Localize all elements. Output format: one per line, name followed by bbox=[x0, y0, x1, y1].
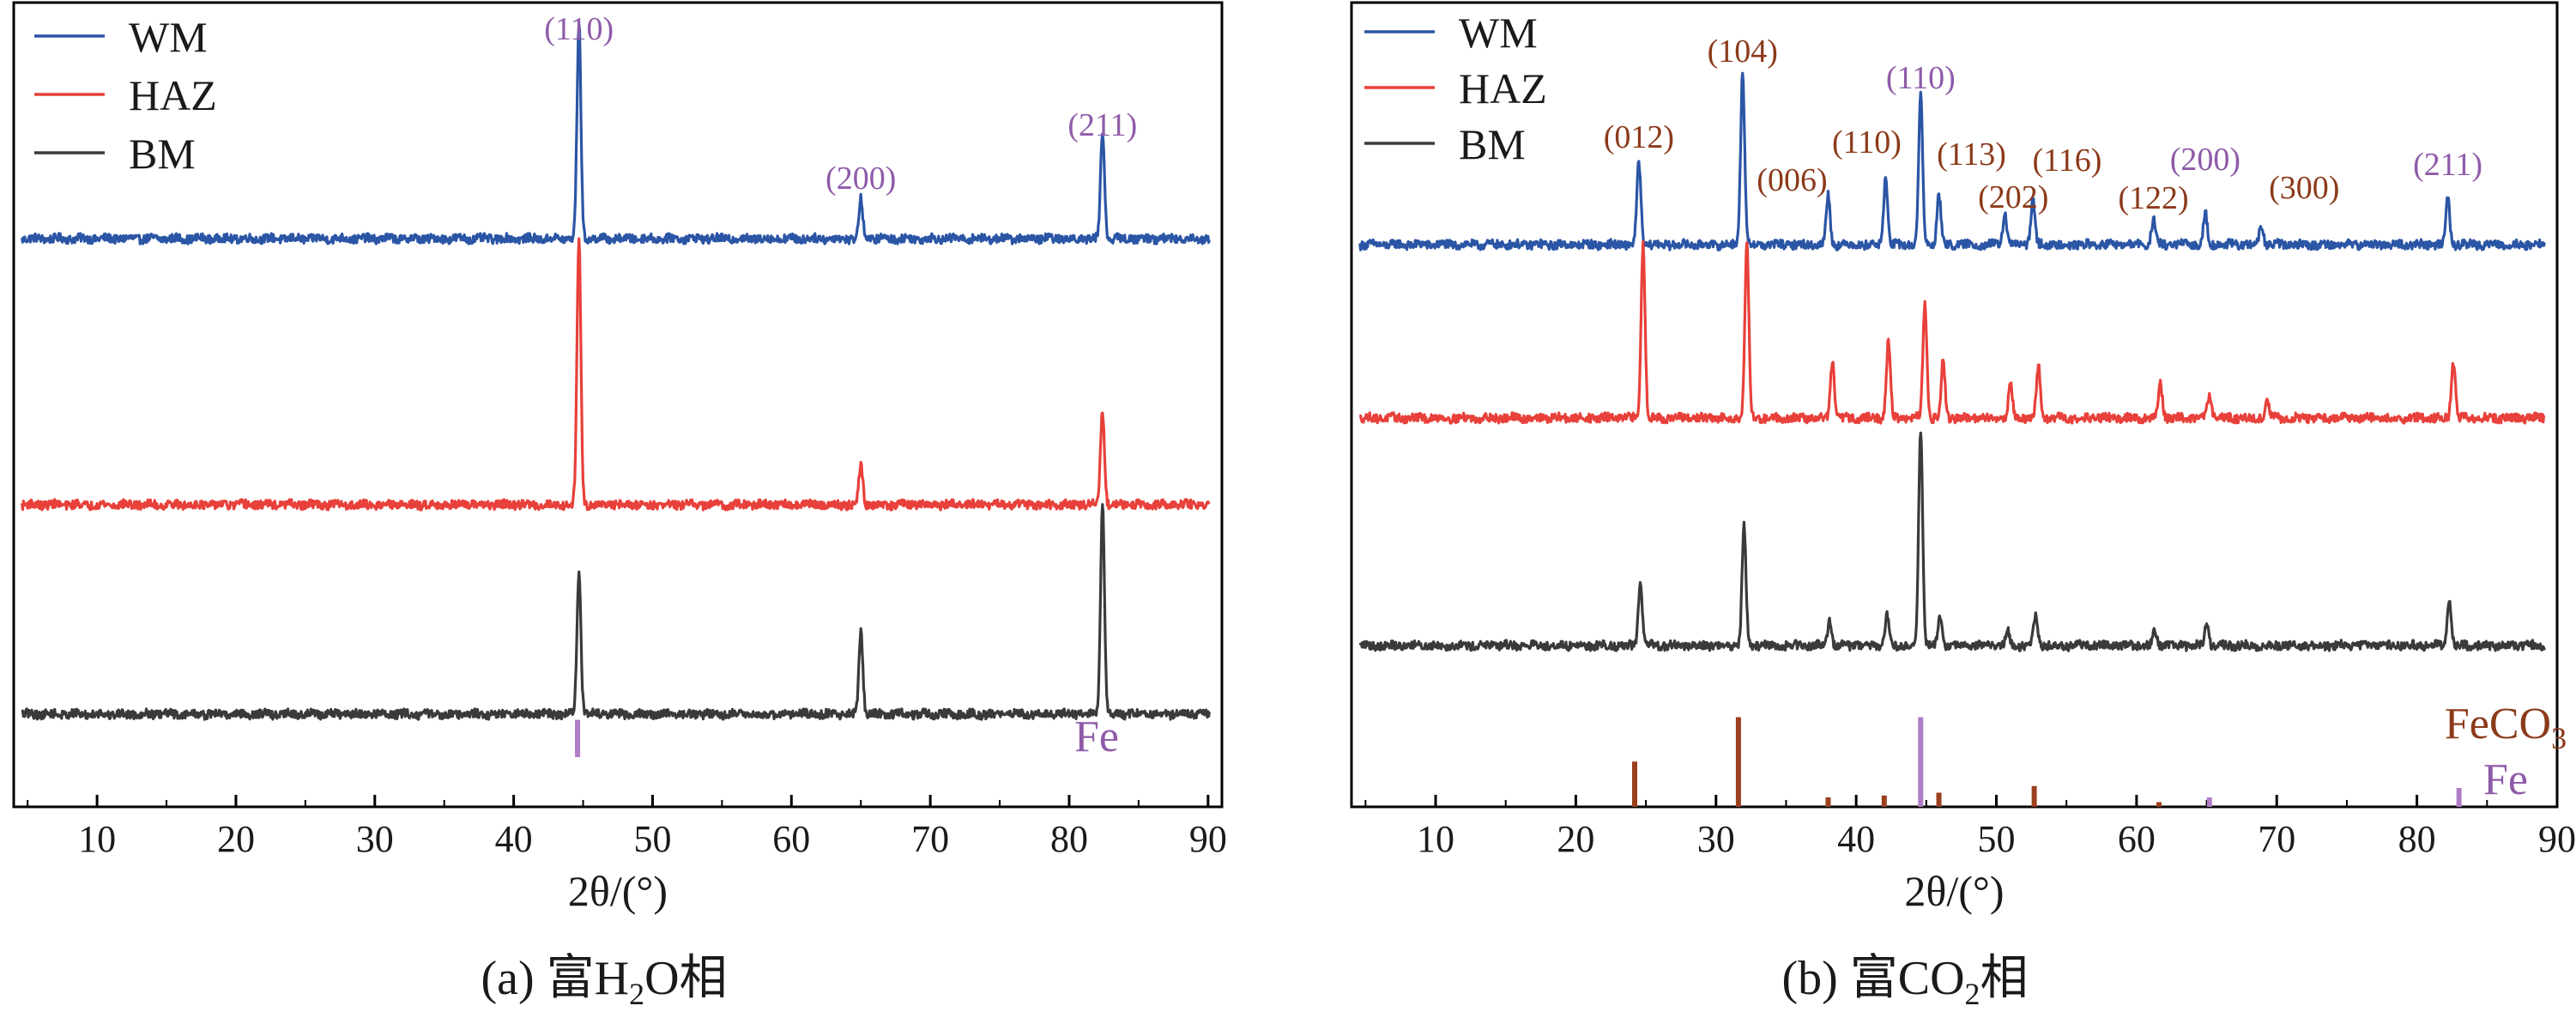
panel-a-caption: (a) 富H2O相 bbox=[304, 948, 904, 1024]
reference-label-fe: Fe bbox=[2483, 755, 2528, 804]
peak-annotation: (202) bbox=[1978, 179, 2048, 215]
plot-frame bbox=[12, 1, 1224, 809]
x-axis-label: 2θ/(°) bbox=[568, 867, 668, 915]
peak-annotation: (200) bbox=[2170, 142, 2240, 178]
peak-annotation: (211) bbox=[1067, 107, 1137, 143]
x-tick-label: 70 bbox=[2258, 818, 2295, 860]
plot-frame bbox=[1350, 1, 2559, 809]
legend-label-bm: BM bbox=[129, 130, 196, 178]
peak-annotation: (116) bbox=[2033, 142, 2102, 179]
series-line-wm bbox=[1358, 71, 2546, 251]
x-tick-label: 50 bbox=[1978, 818, 2016, 860]
x-tick-label: 20 bbox=[1557, 818, 1594, 860]
x-tick-label: 80 bbox=[2398, 818, 2436, 860]
legend-label-bm: BM bbox=[1459, 120, 1526, 168]
x-tick-label: 80 bbox=[1050, 818, 1088, 860]
caption-a-part2: O相 bbox=[644, 952, 728, 1005]
caption-b-part2: 相 bbox=[1980, 952, 2029, 1005]
x-tick-label: 90 bbox=[2538, 818, 2576, 860]
caption-a-subscript: 2 bbox=[629, 977, 645, 1011]
series-line-haz bbox=[21, 237, 1211, 512]
caption-b-subscript: 2 bbox=[1964, 977, 1980, 1011]
peak-annotation: (211) bbox=[2413, 147, 2482, 183]
peak-annotation: (122) bbox=[2118, 180, 2188, 216]
caption-a-part1: (a) 富H bbox=[481, 952, 630, 1005]
panel-b-chart: 10 20 30 40 50 60 70 80 902θ/(°)(012)(104)(006)(… bbox=[1350, 1, 2576, 915]
x-tick-label: 70 bbox=[911, 818, 949, 860]
reference-label-subscript: 3 bbox=[2551, 721, 2567, 755]
x-axis-label: 2θ/(°) bbox=[1904, 867, 2004, 915]
legend-label-haz: HAZ bbox=[129, 71, 217, 119]
peak-annotation: (200) bbox=[825, 161, 896, 197]
peak-annotation: (104) bbox=[1708, 33, 1778, 70]
panel-a-chart: 10 20 30 40 50 60 70 80 90 2θ/(°) (110) (200) (211) W… bbox=[12, 1, 1227, 915]
caption-b-part1: (b) 富CO bbox=[1781, 952, 1965, 1005]
reference-label-main: FeCO bbox=[2445, 700, 2551, 748]
legend-label-wm: WM bbox=[129, 13, 208, 61]
x-tick-label: 20 bbox=[217, 818, 255, 860]
x-tick-label: 30 bbox=[1697, 818, 1735, 860]
peak-annotation: (110) bbox=[1832, 124, 1902, 161]
x-tick-label: 10 bbox=[78, 818, 116, 860]
x-tick-label: 90 bbox=[1189, 818, 1227, 860]
x-tick-label: 60 bbox=[2118, 818, 2156, 860]
series-line-haz bbox=[1358, 240, 2546, 425]
x-tick-label: 10 bbox=[1417, 818, 1454, 860]
peak-annotation: (110) bbox=[1886, 60, 1956, 96]
reference-label-fe: Fe bbox=[1074, 712, 1119, 761]
panel-b-caption: (b) 富CO2相 bbox=[1605, 948, 2205, 1024]
x-tick-label: 40 bbox=[1837, 818, 1875, 860]
series-line-bm bbox=[21, 503, 1211, 721]
series-line-bm bbox=[1358, 431, 2546, 652]
x-tick-label: 60 bbox=[772, 818, 810, 860]
x-tick-label: 50 bbox=[633, 818, 671, 860]
legend-label-haz: HAZ bbox=[1459, 64, 1547, 112]
peak-annotation: (006) bbox=[1757, 162, 1827, 198]
peak-annotation: (110) bbox=[544, 11, 614, 47]
x-tick-label: 40 bbox=[495, 818, 533, 860]
peak-annotation: (113) bbox=[1937, 136, 2006, 173]
legend-label-wm: WM bbox=[1459, 9, 1538, 57]
x-tick-label: 30 bbox=[356, 818, 394, 860]
peak-annotation: (300) bbox=[2269, 170, 2339, 206]
reference-label-feco3: FeCO3 bbox=[2445, 700, 2567, 755]
peak-annotation: (012) bbox=[1604, 119, 1674, 155]
series-line-wm bbox=[21, 22, 1211, 245]
